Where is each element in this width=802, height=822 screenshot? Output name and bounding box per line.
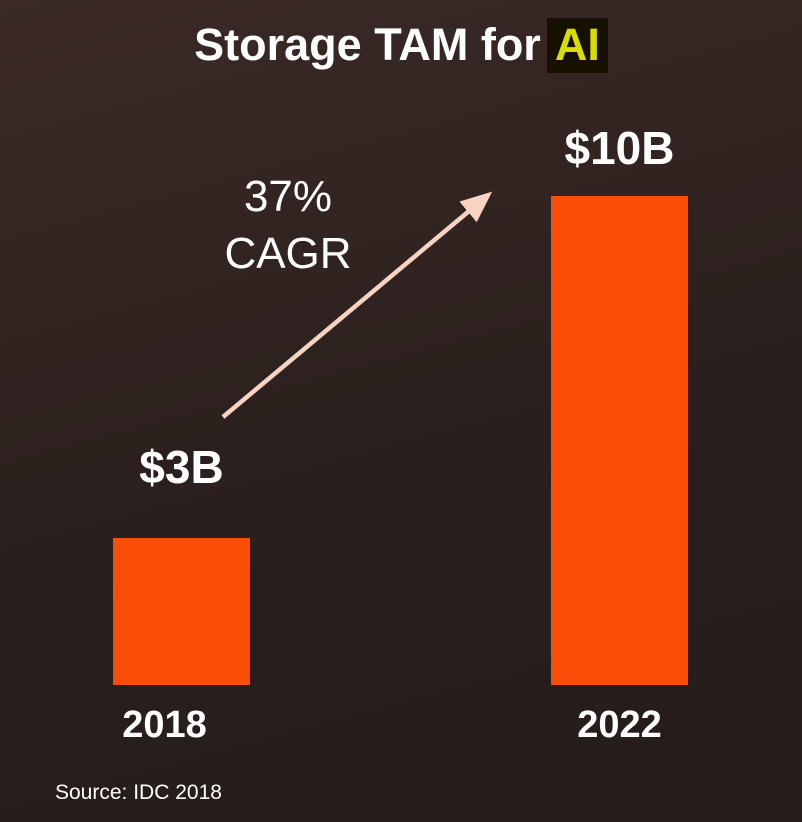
cagr-annotation: 37% CAGR [198,168,378,282]
cagr-percent: 37% [243,172,333,221]
chart-title: Storage TAM for AI [0,18,802,73]
value-label-2018: $3B [139,441,224,493]
category-label-2022: 2022 [577,704,662,746]
bar-2018 [113,538,250,685]
source-note: Source: IDC 2018 [55,781,222,804]
category-label-2018: 2018 [122,704,207,746]
cagr-label: CAGR [224,229,352,278]
bar-2022 [551,196,688,685]
chart-title-text: Storage TAM for [194,19,541,70]
ai-highlight: AI [546,18,608,73]
arrow-line [221,191,493,419]
value-label-2022: $10B [564,122,675,174]
